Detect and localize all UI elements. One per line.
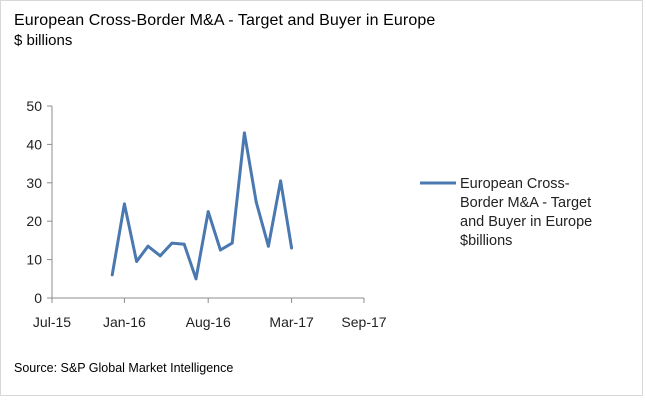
x-tick-label: Jan-16 [103, 314, 146, 330]
x-tick-label: Jul-15 [33, 314, 71, 330]
data-point [254, 200, 258, 204]
data-point [146, 244, 150, 248]
data-point [230, 241, 234, 245]
legend-label-line: Border M&A - Target [460, 195, 591, 211]
data-point [158, 254, 162, 258]
axes [51, 106, 364, 299]
data-point [206, 210, 210, 214]
data-point [135, 260, 139, 263]
series-line [110, 131, 294, 281]
legend-label-line: $billions [460, 233, 512, 249]
legend: European Cross- Border M&A - Target and Bu… [420, 176, 592, 249]
data-point [110, 273, 114, 277]
data-point [194, 277, 198, 281]
data-point [219, 248, 222, 252]
source-note: Source: S&P Global Market Intelligence [14, 361, 234, 375]
y-tick-label: 40 [26, 136, 42, 152]
y-tick-label: 10 [26, 252, 42, 268]
y-tick-label: 30 [26, 175, 42, 191]
legend-label-line: and Buyer in Europe [460, 214, 592, 230]
data-point [267, 244, 270, 248]
data-point [279, 179, 282, 183]
data-point [123, 202, 126, 206]
x-tick-label: Mar-17 [269, 314, 314, 330]
legend-label-line: European Cross- [460, 176, 570, 192]
data-point [182, 242, 186, 246]
data-point [290, 246, 293, 250]
y-tick-label: 50 [26, 98, 42, 114]
x-axis-ticks: Jul-15 Jan-16 Aug-16 Mar-17 Sep-17 [33, 298, 387, 330]
y-tick-label: 0 [34, 290, 42, 306]
data-point [170, 241, 174, 245]
chart-subtitle: $ billions [14, 32, 73, 49]
y-axis-ticks: 0 10 20 30 40 50 [26, 98, 52, 306]
series-group [110, 131, 294, 281]
y-tick-label: 20 [26, 213, 42, 229]
x-tick-label: Sep-17 [341, 314, 386, 330]
data-point [243, 131, 246, 135]
x-tick-label: Aug-16 [186, 314, 231, 330]
chart-title: European Cross-Border M&A - Target and B… [14, 12, 436, 29]
